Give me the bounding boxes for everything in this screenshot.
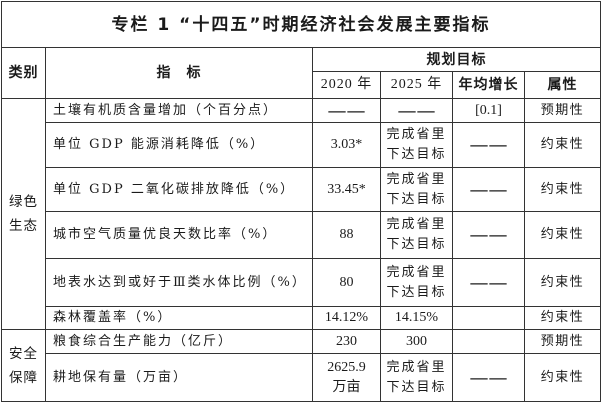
table-row: 绿色 生态 土壤有机质含量增加（个百分点） —— —— [0.1] 预期性	[1, 98, 601, 330]
header-plan-target: 规划目标	[311, 47, 601, 72]
annual-growth-cell: ——	[452, 353, 525, 402]
value-2020-cell: 3.03*	[312, 122, 381, 168]
indicator-cell: 粮食综合生产能力（亿斤）	[45, 329, 313, 354]
indicator-cell: 城市空气质量优良天数比率（%）	[45, 211, 313, 259]
value-2025-cell: 300	[380, 329, 453, 354]
table-row: 森林覆盖率（%） 14.12% 14.15% 约束性	[2, 306, 601, 330]
indicator-cell: 耕地保有量（万亩）	[45, 353, 313, 402]
table-row: 耕地保有量（万亩） 2625.9 万亩 完成省里 下达目标 —— 约束性	[2, 353, 601, 402]
indicator-cell: 森林覆盖率（%）	[45, 306, 313, 330]
value-2020-cell: 14.12%	[312, 306, 381, 330]
header-attribute: 属性	[523, 71, 601, 99]
header-row: 2020 年 2025 年 年均增长 属性	[2, 71, 601, 99]
attribute-cell: 约束性	[523, 306, 601, 330]
attribute-cell: 约束性	[523, 258, 601, 307]
table-row: 单位 GDP 能源消耗降低（%） 3.03* 完成省里 下达目标 —— 约束性	[2, 122, 601, 168]
annual-growth-cell: ——	[452, 258, 525, 307]
table-row: 单位 GDP 二氧化碳排放降低（%） 33.45* 完成省里 下达目标 —— 约…	[2, 167, 601, 212]
annual-growth-cell	[452, 329, 525, 354]
title-row: 专栏 1 “十四五”时期经济社会发展主要指标	[0, 1, 601, 48]
value-2020-cell: 2625.9 万亩	[312, 353, 381, 402]
annual-growth-cell: ——	[452, 167, 525, 212]
value-2025-cell: 完成省里 下达目标	[380, 353, 453, 402]
attribute-cell: 约束性	[523, 122, 601, 168]
category-cell: 安全 保障	[1, 329, 46, 402]
annual-growth-cell: [0.1]	[452, 98, 525, 123]
value-2020-cell: 80	[312, 258, 381, 307]
value-2020-cell: ——	[312, 98, 381, 123]
value-2025-cell: 完成省里 下达目标	[380, 211, 453, 259]
value-2025-cell: 完成省里 下达目标	[380, 122, 453, 168]
value-2025-cell: 14.15%	[380, 306, 453, 330]
table-title: 专栏 1 “十四五”时期经济社会发展主要指标	[0, 1, 601, 48]
value-2020-cell: 88	[312, 211, 381, 259]
value-2025-cell: 完成省里 下达目标	[380, 258, 453, 307]
annual-growth-cell	[452, 306, 525, 330]
indicator-cell: 土壤有机质含量增加（个百分点）	[45, 98, 313, 123]
indicator-cell: 地表水达到或好于Ⅲ类水体比例（%）	[45, 258, 313, 307]
table-row: 安全 保障 粮食综合生产能力（亿斤） 230 300 预期性	[1, 329, 601, 402]
indicator-cell: 单位 GDP 能源消耗降低（%）	[45, 122, 313, 168]
table-row: 地表水达到或好于Ⅲ类水体比例（%） 80 完成省里 下达目标 —— 约束性	[2, 258, 601, 307]
header-row: 类别 指 标 规划目标	[1, 47, 601, 99]
indicator-cell: 单位 GDP 二氧化碳排放降低（%）	[45, 167, 313, 212]
header-year-2025: 2025 年	[380, 71, 453, 99]
value-2025-cell: 完成省里 下达目标	[380, 167, 453, 212]
value-2020-cell: 230	[312, 329, 381, 354]
header-indicator: 指 标	[45, 47, 313, 99]
header-category: 类别	[1, 47, 46, 99]
value-2020-cell: 33.45*	[312, 167, 381, 212]
attribute-cell: 约束性	[523, 211, 601, 259]
attribute-cell: 预期性	[523, 329, 601, 354]
attribute-cell: 预期性	[523, 98, 601, 123]
value-2025-cell: ——	[380, 98, 453, 123]
header-year-2020: 2020 年	[312, 71, 381, 99]
header-annual-growth: 年均增长	[452, 71, 525, 99]
attribute-cell: 约束性	[523, 353, 601, 402]
table-row: 城市空气质量优良天数比率（%） 88 完成省里 下达目标 —— 约束性	[2, 211, 601, 259]
attribute-cell: 约束性	[523, 167, 601, 212]
annual-growth-cell: ——	[452, 211, 525, 259]
annual-growth-cell: ——	[452, 122, 525, 168]
category-cell: 绿色 生态	[1, 98, 46, 330]
